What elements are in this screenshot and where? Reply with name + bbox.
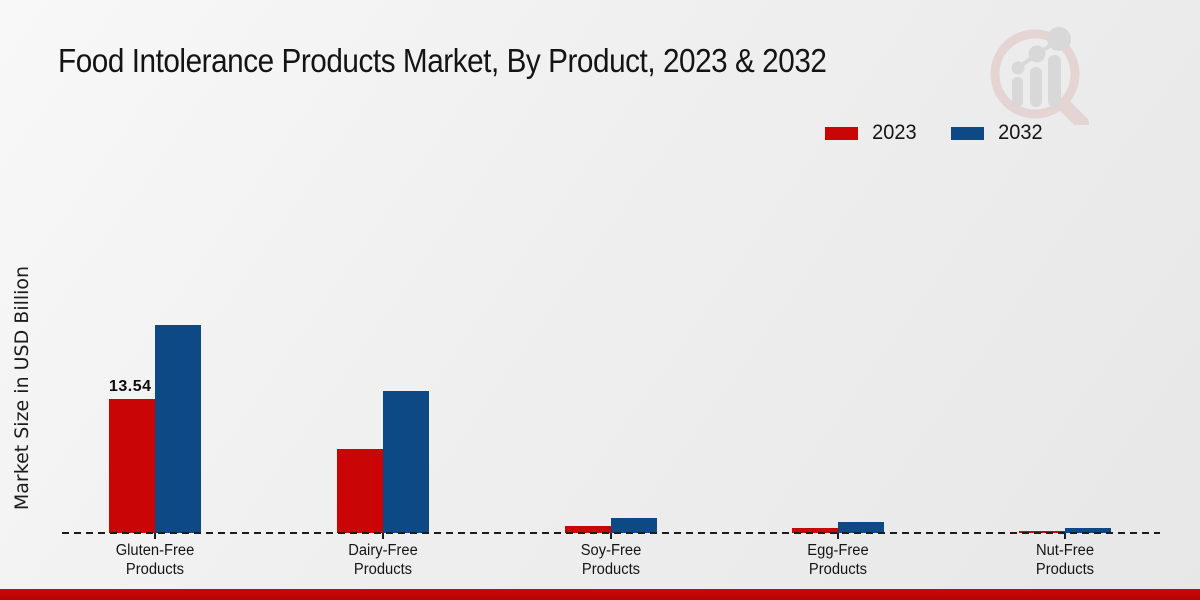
chart-title: Food Intolerance Products Market, By Pro… <box>58 42 827 79</box>
bar-value-label-gluten-free-products: 13.54 <box>109 378 152 395</box>
magnifier-ring-icon <box>990 29 1080 119</box>
legend-swatch-2032 <box>951 126 985 140</box>
logo-bar-small <box>1012 77 1023 107</box>
legend-label-2032: 2032 <box>998 121 1043 144</box>
x-axis-label-dairy-free-products: Dairy-Free Products <box>348 542 418 579</box>
x-tick-dairy-free-products <box>382 533 384 539</box>
x-tick-soy-free-products <box>610 533 612 539</box>
x-axis-label-gluten-free-products: Gluten-Free Products <box>115 542 195 579</box>
bar-2023-egg-free-products <box>792 528 838 533</box>
bar-2023-soy-free-products <box>565 526 611 533</box>
market-research-future-logo-watermark <box>990 27 1089 125</box>
x-axis-baseline <box>62 532 1160 534</box>
bar-2032-dairy-free-products <box>383 391 429 533</box>
bar-2023-dairy-free-products <box>337 449 383 533</box>
bar-2032-soy-free-products <box>611 518 657 533</box>
logo-dot-medium <box>1028 45 1046 63</box>
bar-2032-egg-free-products <box>838 522 884 533</box>
legend-item-2023: 2023 <box>824 121 918 145</box>
legend-swatch-2023 <box>824 126 858 140</box>
legend-item-2032: 2032 <box>951 121 1044 145</box>
x-axis-label-soy-free-products: Soy-Free Products <box>580 542 642 579</box>
x-tick-egg-free-products <box>837 533 839 539</box>
footer-bar <box>0 589 1200 600</box>
x-tick-nut-free-products <box>1064 533 1066 539</box>
x-tick-gluten-free-products <box>154 533 156 539</box>
x-axis-label-egg-free-products: Egg-Free Products <box>807 542 869 579</box>
logo-dot-small <box>1011 61 1025 75</box>
logo-bar-large <box>1048 55 1061 107</box>
legend-label-2023: 2023 <box>871 121 917 144</box>
logo-dot-large <box>1047 27 1071 51</box>
bar-2032-gluten-free-products <box>155 325 201 533</box>
x-axis-label-nut-free-products: Nut-Free Products <box>1035 542 1095 579</box>
bar-2023-gluten-free-products <box>109 399 155 533</box>
legend: 2023 2032 <box>824 121 1044 145</box>
logo-bar-medium <box>1030 67 1042 107</box>
bar-2032-nut-free-products <box>1065 528 1111 533</box>
magnifier-handle-icon <box>1057 98 1089 125</box>
